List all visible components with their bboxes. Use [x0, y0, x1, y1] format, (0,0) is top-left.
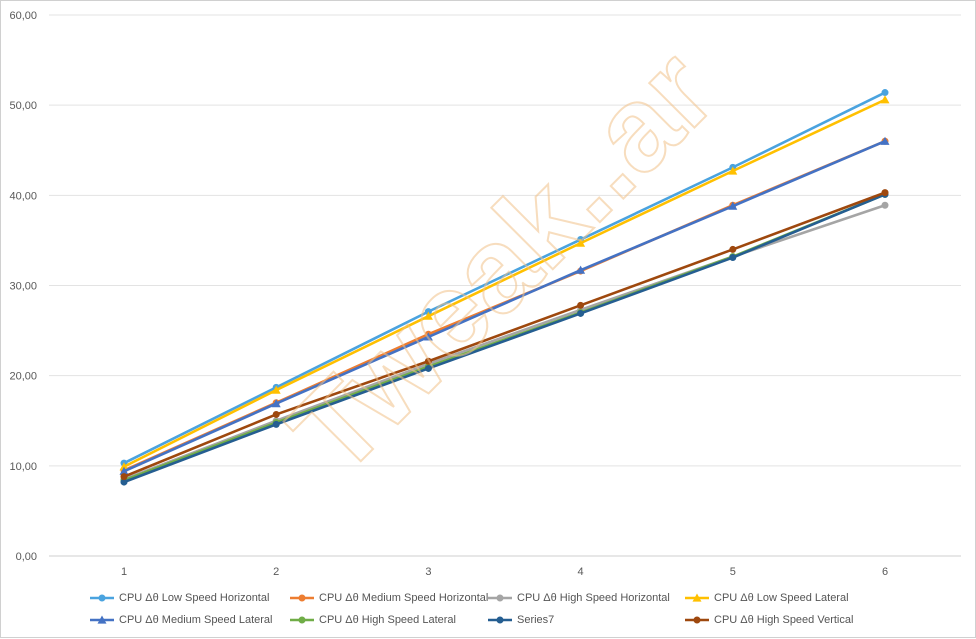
- y-tick-label: 60,00: [9, 10, 37, 22]
- x-tick-label: 5: [730, 566, 736, 578]
- series-path: [122, 91, 887, 465]
- series-line: [119, 95, 890, 471]
- legend-label: CPU Δθ High Speed Lateral: [319, 614, 456, 626]
- series-path: [122, 193, 887, 484]
- series-line: [120, 189, 889, 481]
- data-point: [729, 245, 737, 253]
- data-point: [881, 201, 889, 209]
- legend-label: CPU Δθ High Speed Horizontal: [517, 592, 670, 604]
- data-point: [881, 89, 889, 97]
- data-point: [271, 399, 281, 408]
- legend-marker: [488, 616, 512, 624]
- y-tick-label: 0,00: [16, 551, 37, 563]
- data-point: [272, 410, 280, 418]
- legend-item: CPU Δθ High Speed Horizontal: [487, 592, 684, 604]
- legend-label: CPU Δθ Medium Speed Horizontal: [319, 592, 489, 604]
- data-point: [880, 136, 890, 145]
- legend-label: CPU Δθ Medium Speed Lateral: [119, 614, 273, 626]
- x-tick-label: 1: [121, 566, 127, 578]
- data-point: [423, 311, 433, 320]
- legend-marker: [290, 616, 314, 624]
- data-point: [120, 478, 128, 486]
- legend-item: CPU Δθ Medium Speed Lateral: [89, 614, 289, 626]
- series-path: [122, 98, 887, 469]
- data-point: [423, 332, 433, 341]
- x-tick-label: 6: [882, 566, 888, 578]
- data-point: [119, 466, 129, 475]
- gridlines: [49, 14, 961, 557]
- data-point: [577, 309, 585, 317]
- data-point: [576, 265, 586, 274]
- data-point: [119, 462, 129, 471]
- data-point: [729, 254, 737, 262]
- data-point: [98, 594, 106, 602]
- x-tick-label: 2: [273, 566, 279, 578]
- series-line: [120, 190, 889, 486]
- x-tick-label: 4: [578, 566, 584, 578]
- data-point: [881, 189, 889, 197]
- data-point: [271, 385, 281, 394]
- legend-label: Series7: [517, 614, 555, 626]
- data-point: [693, 616, 701, 624]
- data-point: [97, 615, 107, 624]
- data-point: [424, 357, 432, 365]
- legend-item: CPU Δθ High Speed Vertical: [684, 614, 884, 626]
- legend-marker: [290, 594, 314, 602]
- legend-label: CPU Δθ Low Speed Horizontal: [119, 592, 270, 604]
- legend-label: CPU Δθ Low Speed Lateral: [714, 592, 849, 604]
- legend-row: CPU Δθ Medium Speed Lateral CPU Δθ High S…: [89, 609, 969, 631]
- legend-marker: [685, 593, 709, 602]
- legend-marker: [90, 594, 114, 602]
- y-tick-label: 40,00: [9, 190, 37, 202]
- data-point: [298, 594, 306, 602]
- chart-legend: CPU Δθ Low Speed Horizontal CPU Δθ Medium…: [89, 587, 969, 631]
- data-point: [424, 308, 432, 316]
- y-tick-label: 20,00: [9, 371, 37, 383]
- x-tick-label: 3: [425, 566, 431, 578]
- series-path: [122, 191, 887, 478]
- series-lines: [119, 89, 890, 486]
- legend-item: CPU Δθ Low Speed Lateral: [684, 592, 884, 604]
- series-path: [122, 139, 887, 473]
- legend-label: CPU Δθ High Speed Vertical: [714, 614, 854, 626]
- x-axis-ticks: 1 2 3 4 5 6: [121, 566, 888, 578]
- legend-marker: [90, 615, 114, 624]
- data-point: [692, 593, 702, 602]
- data-point: [880, 95, 890, 104]
- data-point: [577, 301, 585, 309]
- legend-item: Series7: [487, 614, 684, 626]
- data-point: [424, 364, 432, 372]
- legend-item: CPU Δθ Medium Speed Horizontal: [289, 592, 489, 604]
- legend-item: CPU Δθ High Speed Lateral: [289, 614, 487, 626]
- legend-marker: [488, 594, 512, 602]
- y-tick-label: 10,00: [9, 461, 37, 473]
- data-point: [120, 473, 128, 481]
- data-point: [728, 201, 738, 210]
- legend-marker: [685, 616, 709, 624]
- legend-row: CPU Δθ Low Speed Horizontal CPU Δθ Medium…: [89, 587, 969, 609]
- data-point: [496, 616, 504, 624]
- legend-item: CPU Δθ Low Speed Horizontal: [89, 592, 289, 604]
- data-point: [576, 238, 586, 247]
- data-point: [298, 616, 306, 624]
- y-tick-label: 50,00: [9, 100, 37, 112]
- data-point: [496, 594, 504, 602]
- data-point: [272, 420, 280, 428]
- y-tick-label: 30,00: [9, 281, 37, 293]
- y-axis-ticks: 0,00 10,00 20,00 30,00 40,00 50,00 60,00: [9, 10, 37, 563]
- data-point: [728, 166, 738, 175]
- series-line: [119, 136, 890, 475]
